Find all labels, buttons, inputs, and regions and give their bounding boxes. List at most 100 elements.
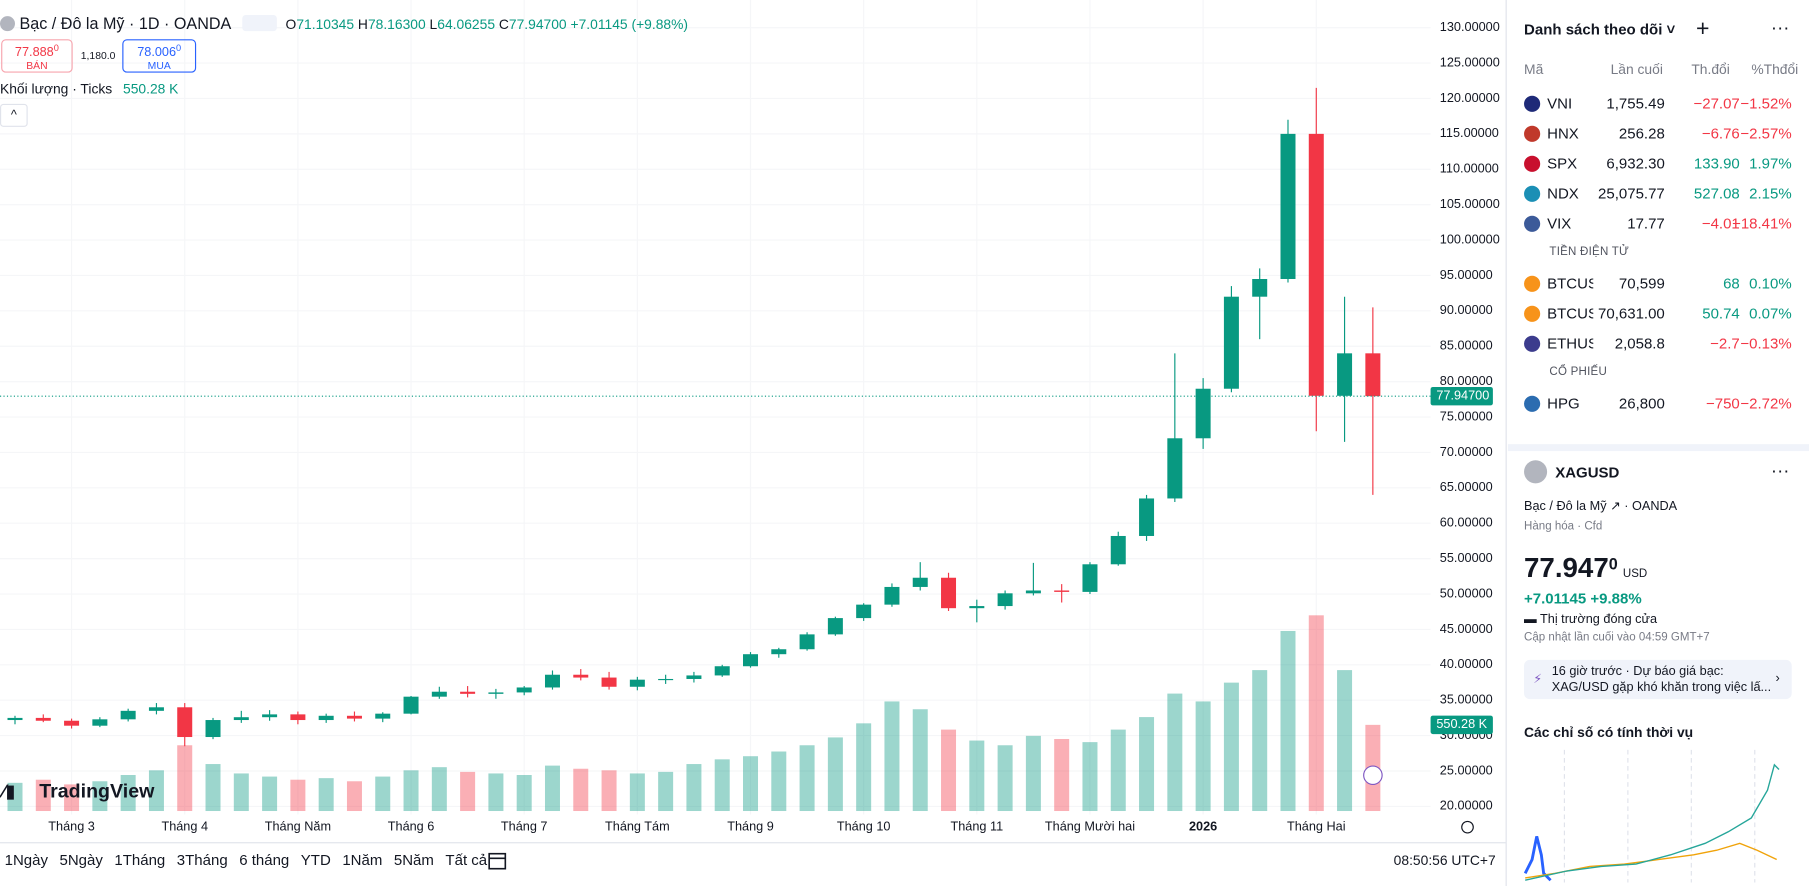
detail-name[interactable]: Bạc / Đô la Mỹ [1524,499,1607,514]
watchlist-row[interactable]: BTCUS 70,599 68 0.10% [1508,269,1809,299]
symbol-title[interactable]: Bạc / Đô la Mỹ · 1D · OANDA [19,13,231,33]
last: 1,755.49 [1606,94,1665,112]
volume-bar [7,782,23,812]
news-card[interactable]: ⚡ 16 giờ trước · Dự báo giá bạc: XAG/USD… [1524,659,1792,700]
detail-more[interactable]: ··· [1770,461,1790,482]
change: −27.07 [1693,94,1740,112]
y-tick-label: 60.00000 [1440,516,1493,530]
news-time: 16 giờ trước [1551,664,1623,679]
symbol-icon [1524,305,1541,322]
section-title[interactable]: TIỀN ĐIỆN TỬ [1549,245,1630,259]
range-button[interactable]: Tất cả [445,851,488,869]
watchlist-row[interactable]: VIX 17.77 −4.01 −18.41% [1508,209,1809,239]
x-tick-label: Tháng Tám [605,820,670,834]
sell-price: 77.888 [14,45,54,60]
watchlist-row[interactable]: VNI 1,755.49 −27.07 −1.52% [1508,89,1809,119]
volume-legend: Khối lượng · Ticks 550.28 K [0,81,178,97]
volume-bar [516,775,532,812]
section-title[interactable]: CỔ PHIẾU [1549,365,1608,379]
volume-bar [1195,701,1211,812]
badge[interactable] [241,14,277,32]
watchlist-row[interactable]: BTCUS 70,631.00 50.74 0.07% [1508,299,1809,329]
detail-pip: 0 [1608,554,1618,573]
symbol-icon [1524,335,1541,352]
range-button[interactable]: 1Tháng [114,851,166,869]
change-pct: −18.41% [1732,214,1792,232]
watchlist-row[interactable]: ETHUS 2,058.8 −2.7 −0.13% [1508,329,1809,359]
detail-change-pct: +9.88% [1590,589,1642,607]
y-tick-label: 25.00000 [1440,763,1493,777]
x-tick-label: Tháng 4 [161,820,208,834]
candle-body [205,720,221,738]
volume-bar [601,770,617,812]
symbol: VIX [1547,214,1572,232]
symbol: BTCUS [1547,304,1594,322]
y-tick-label: 95.00000 [1440,268,1493,282]
y-tick-label: 50.00000 [1440,586,1493,600]
detail-exchange: OANDA [1632,499,1678,514]
l-label: L [429,16,438,33]
seasonal-chart [1523,749,1780,883]
more[interactable]: ··· [1770,18,1790,39]
last: 25,075.77 [1598,184,1665,202]
volume-bar [318,778,334,812]
change: −4.01 [1701,214,1740,232]
candle-body [7,717,23,721]
candle-body [35,717,51,721]
last-price-label: 77.94700 [1436,389,1489,403]
volume-bar [1252,670,1268,812]
symbol-icon [1524,125,1541,142]
watchlist-row[interactable]: HNX 256.28 −6.76 −2.57% [1508,119,1809,149]
y-tick-label: 45.00000 [1440,622,1493,636]
news-head: 16 giờ trước · Dự báo giá bạc: [1551,664,1724,679]
add-symbol[interactable]: + [1695,16,1710,42]
logo-mark: ⁄▮ [0,780,16,801]
volume-bar [1139,717,1155,812]
watchlist-title[interactable]: Danh sách theo dõi ˅ [1524,20,1676,39]
range-button[interactable]: 6 tháng [239,851,290,869]
volume-tag [1430,715,1493,735]
candle-body [431,691,447,697]
symbol: ETHUS [1547,334,1594,352]
volume-bar [1054,738,1070,812]
change-pct: 2.15% [1749,184,1792,202]
alert-icon [1363,765,1383,786]
x-tick-label: Tháng Hai [1287,820,1346,834]
candle-body [658,678,674,681]
watchlist-row[interactable]: NDX 25,075.77 527.08 2.15% [1508,179,1809,209]
candle-body [1082,564,1098,592]
range-button[interactable]: 3Tháng [176,851,228,869]
candle-body [714,666,730,676]
volume-bar [629,773,645,812]
range-button[interactable]: YTD [300,851,331,869]
c-label: C [498,16,509,33]
candle-body [1252,278,1268,297]
watchlist-row[interactable]: HPG 26,800 −750 −2.72% [1508,389,1809,419]
volume-bar [92,781,108,812]
last: 70,631.00 [1598,304,1665,322]
candle-body [1139,498,1155,536]
logo: TradingView [39,781,155,803]
range-button[interactable]: 1Ngày [4,851,48,869]
last-price-tag [1430,386,1493,406]
last: 17.77 [1627,214,1665,232]
sell-button[interactable]: 77.8880 BÁN [1,39,73,73]
candle-body [1280,133,1296,279]
range-button[interactable]: 5Năm [393,851,434,869]
y-tick-label: 70.00000 [1440,445,1493,459]
y-tick-label: 110.00000 [1440,162,1499,176]
watchlist-row[interactable]: SPX 6,932.30 133.90 1.97% [1508,149,1809,179]
candle-body [856,604,872,619]
range-button[interactable]: 5Ngày [59,851,103,869]
date-picker[interactable] [487,850,508,871]
change: 133.90 [1693,154,1740,172]
candle-body [460,691,476,694]
volume-bar [148,770,164,812]
candle-body [318,715,334,721]
buy-button[interactable]: 78.0060 MUA [122,39,197,73]
collapse-button[interactable]: ^ [0,103,28,127]
volume-bar [884,701,900,812]
range-button[interactable]: 1Năm [342,851,383,869]
volume-bar [460,771,476,812]
y-tick-label: 100.00000 [1440,232,1500,246]
